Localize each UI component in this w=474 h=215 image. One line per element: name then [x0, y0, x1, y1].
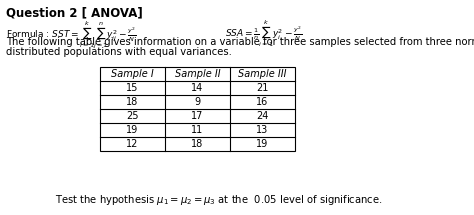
Text: 24: 24	[256, 111, 269, 121]
Text: Sample I: Sample I	[111, 69, 154, 79]
Text: Question 2 [ ANOVA]: Question 2 [ ANOVA]	[6, 6, 143, 19]
Text: Sample II: Sample II	[175, 69, 220, 79]
Text: 19: 19	[256, 139, 269, 149]
Text: distributed populations with equal variances.: distributed populations with equal varia…	[6, 47, 232, 57]
Text: 18: 18	[191, 139, 204, 149]
Text: Sample III: Sample III	[238, 69, 287, 79]
Text: 21: 21	[256, 83, 269, 93]
Text: 13: 13	[256, 125, 269, 135]
Text: $SSA = \frac{1}{n}\sum_{i=1}^{k}y_{i.}^{2} - \frac{y^{2}}{N}$: $SSA = \frac{1}{n}\sum_{i=1}^{k}y_{i.}^{…	[225, 19, 303, 49]
Text: 18: 18	[127, 97, 138, 107]
Text: Test the hypothesis $\mu_1 = \mu_2 = \mu_3$ at the  0.05 level of significance.: Test the hypothesis $\mu_1 = \mu_2 = \mu…	[55, 193, 383, 207]
Text: 12: 12	[126, 139, 139, 149]
Text: 19: 19	[127, 125, 138, 135]
Text: The following table gives information on a variable for three samples selected f: The following table gives information on…	[6, 37, 474, 47]
Text: 15: 15	[126, 83, 139, 93]
Bar	[100, 67, 295, 151]
Text: 9: 9	[194, 97, 201, 107]
Text: 17: 17	[191, 111, 204, 121]
Text: 11: 11	[191, 125, 204, 135]
Text: 16: 16	[256, 97, 269, 107]
Text: Formula : $SST = \sum_{i=1}^{k}\sum_{j=1}^{n}y_{ij}^{2} - \frac{y^{2}}{N}$: Formula : $SST = \sum_{i=1}^{k}\sum_{j=1…	[6, 19, 137, 50]
Text: 25: 25	[126, 111, 139, 121]
Text: 14: 14	[191, 83, 204, 93]
